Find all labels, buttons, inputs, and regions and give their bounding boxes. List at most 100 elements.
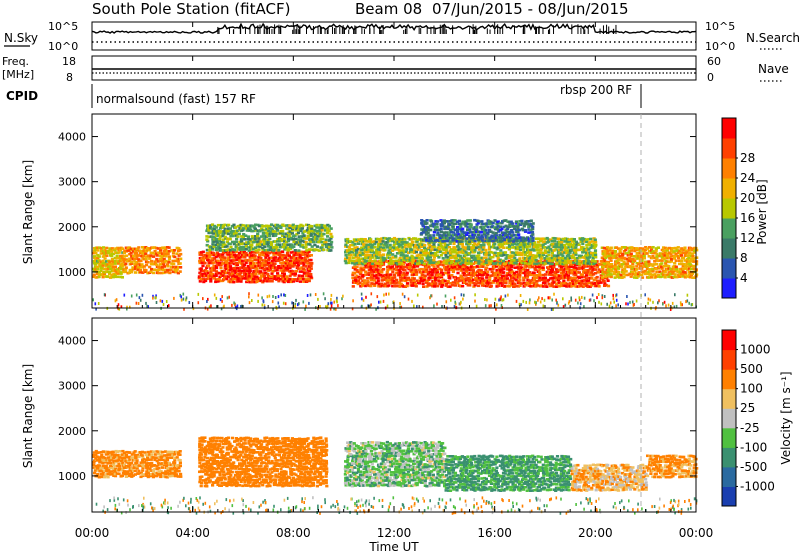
heatmap-cell	[589, 298, 592, 302]
heatmap-cell	[479, 279, 483, 283]
heatmap-cell	[416, 256, 420, 259]
heatmap-cell	[300, 256, 304, 260]
heatmap-cell	[502, 219, 506, 222]
heatmap-cell	[137, 246, 141, 249]
heatmap-cell	[289, 264, 293, 267]
heatmap-cell	[390, 262, 394, 265]
heatmap-cell	[367, 263, 371, 266]
heatmap-cell	[216, 223, 221, 227]
heatmap-cell	[378, 251, 382, 254]
freq-tick-top: 18	[62, 55, 76, 68]
heatmap-cell	[381, 240, 385, 243]
heatmap-cell	[380, 254, 384, 257]
heatmap-cell	[446, 239, 450, 243]
heatmap-cell	[500, 263, 504, 266]
heatmap-cell	[99, 262, 104, 265]
heatmap-cell	[96, 249, 100, 252]
heatmap-cell	[294, 305, 296, 308]
heatmap-cell	[497, 278, 501, 282]
heatmap-cell	[294, 269, 299, 273]
heatmap-cell	[221, 299, 223, 303]
heatmap-cell	[452, 242, 456, 246]
heatmap-cell	[582, 260, 586, 263]
heatmap-cell	[280, 264, 284, 268]
heatmap-cell	[321, 243, 325, 247]
heatmap-cell	[369, 254, 373, 257]
heatmap-cell	[477, 262, 481, 265]
heatmap-cell	[365, 239, 369, 243]
heatmap-cell	[362, 240, 366, 243]
heatmap-cell	[579, 238, 583, 241]
heatmap-cell	[248, 292, 250, 296]
heatmap-cell	[443, 266, 447, 269]
heatmap-cell	[500, 281, 504, 285]
heatmap-cell	[309, 234, 313, 237]
heatmap-cell	[466, 266, 470, 269]
heatmap-cell	[288, 226, 292, 229]
heatmap-cell	[166, 263, 170, 266]
heatmap-cell	[453, 267, 457, 271]
heatmap-cell	[579, 240, 583, 243]
heatmap-cell	[309, 273, 313, 276]
heatmap-cell	[310, 262, 314, 265]
heatmap-cell	[299, 243, 303, 246]
heatmap-cell	[457, 240, 461, 243]
heatmap-cell	[693, 276, 697, 279]
heatmap-cell	[628, 246, 632, 249]
heatmap-cell	[234, 277, 238, 281]
heatmap-cell	[353, 243, 357, 246]
heatmap-cell	[689, 267, 693, 271]
heatmap-cell	[214, 259, 219, 263]
heatmap-cell	[93, 262, 97, 266]
heatmap-cell	[692, 249, 697, 252]
heatmap-cell	[391, 281, 395, 284]
heatmap-cell	[663, 249, 667, 252]
heatmap-cell	[426, 256, 430, 259]
heatmap-cell	[528, 245, 532, 248]
heatmap-cell	[291, 259, 296, 262]
heatmap-cell	[352, 299, 354, 303]
heatmap-cell	[413, 304, 415, 308]
heatmap-cell	[617, 303, 619, 307]
heatmap-cell	[550, 284, 554, 287]
heatmap-cell	[542, 304, 545, 308]
heatmap-cell	[286, 239, 291, 243]
heatmap-cell	[518, 220, 522, 223]
heatmap-cell	[156, 260, 161, 263]
heatmap-cell	[689, 259, 693, 263]
heatmap-cell	[459, 262, 463, 266]
heatmap-cell	[493, 274, 497, 277]
heatmap-cell	[253, 254, 257, 257]
heatmap-cell	[590, 251, 594, 255]
heatmap-cell	[380, 279, 384, 282]
heatmap-cell	[201, 272, 205, 276]
heatmap-cell	[264, 256, 268, 259]
heatmap-cell	[464, 259, 468, 262]
heatmap-cell	[374, 271, 378, 274]
heatmap-cell	[289, 245, 293, 248]
heatmap-cell	[520, 253, 524, 257]
heatmap-cell	[373, 242, 377, 246]
heatmap-cell	[518, 239, 522, 242]
heatmap-cell	[260, 275, 264, 278]
heatmap-cell	[272, 253, 276, 256]
heatmap-cell	[657, 275, 661, 278]
heatmap-cell	[446, 285, 450, 288]
heatmap-cell	[373, 259, 377, 262]
heatmap-cell	[516, 266, 520, 269]
heatmap-cell	[252, 251, 256, 254]
heatmap-cell	[298, 240, 303, 243]
heatmap-cell	[230, 261, 234, 265]
heatmap-cell	[527, 284, 531, 287]
heatmap-cell	[213, 229, 217, 233]
heatmap-cell	[481, 284, 485, 287]
heatmap-cell	[293, 278, 297, 281]
heatmap-cell	[566, 257, 570, 261]
heatmap-cell	[96, 246, 100, 249]
heatmap-cell	[94, 257, 98, 260]
heatmap-cell	[308, 248, 312, 251]
heatmap-cell	[293, 261, 297, 265]
heatmap-cell	[448, 236, 452, 240]
heatmap-cell	[585, 259, 589, 262]
heatmap-cell	[372, 251, 376, 254]
